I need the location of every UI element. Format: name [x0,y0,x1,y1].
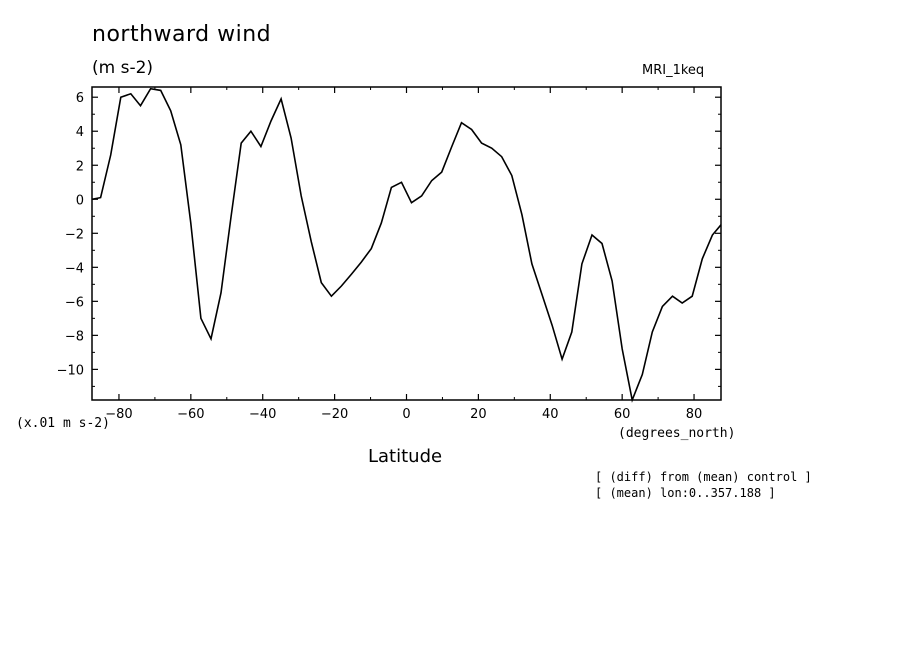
chart-units: (m s-2) [92,58,154,78]
y-tick-label: 0 [76,193,84,208]
series-line [91,87,722,403]
y-tick-label: 4 [76,125,84,140]
x-tick-labels: −80 −60 −40 −20 0 20 40 60 80 [105,407,702,422]
note-mean: [ (mean) lon:0..357.188 ] [595,486,776,500]
note-diff: [ (diff) from (mean) control ] [595,470,812,484]
y-tick-label: 6 [76,91,84,106]
y-tick-label: −4 [65,261,84,276]
scale-label: (x.01 m s-2) [16,416,110,431]
x-tick-label: 40 [542,407,559,422]
y-tick-label: −10 [57,363,84,378]
x-tick-label: −80 [105,407,132,422]
model-label: MRI_1keq [642,63,705,78]
y-tick-label: 2 [76,159,84,174]
y-tick-label: −6 [65,295,84,310]
x-tick-label: −20 [321,407,348,422]
y-tick-label: −2 [65,227,84,242]
x-tick-label: 80 [686,407,703,422]
x-tick-label: 60 [614,407,631,422]
y-tick-labels: 6 4 2 0 −2 −4 −6 −8 −10 [57,91,84,378]
x-axis-units: (degrees_north) [618,426,736,441]
axis-ticks [92,87,721,400]
plot-frame [91,86,722,401]
x-tick-label: 0 [402,407,410,422]
x-tick-label: −60 [177,407,204,422]
x-tick-label: −40 [249,407,276,422]
x-axis-label: Latitude [368,446,443,467]
chart-title: northward wind [92,22,272,47]
y-tick-label: −8 [65,329,84,344]
x-tick-label: 20 [470,407,487,422]
